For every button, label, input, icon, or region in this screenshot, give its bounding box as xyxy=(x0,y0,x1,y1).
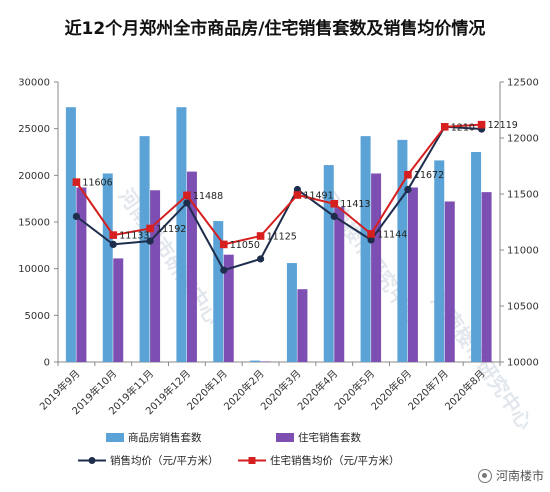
bar-residential xyxy=(334,207,345,362)
data-label: 11192 xyxy=(156,224,186,235)
data-label: 11491 xyxy=(303,191,333,202)
bar-residential xyxy=(76,187,87,362)
y-left-tick-label: 15000 xyxy=(18,218,50,229)
wechat-logo-icon xyxy=(477,468,492,483)
residential-avg-price-point xyxy=(256,232,265,240)
residential-avg-price-point xyxy=(440,123,449,131)
avg-price-point xyxy=(146,237,154,245)
data-label: 11144 xyxy=(377,229,407,240)
legend-residential-avg-price-swatch-marker xyxy=(248,457,256,464)
legend-residential-bar-swatch xyxy=(276,433,294,442)
residential-avg-price-point xyxy=(477,120,486,129)
data-label: 1210 xyxy=(451,122,475,133)
data-label: 11125 xyxy=(267,232,297,243)
avg-price-point xyxy=(330,212,338,220)
lines-layer xyxy=(72,120,486,274)
legend-residential-avg-price-label: 住宅销售均价（元/平方米） xyxy=(270,454,400,467)
residential-avg-price-point xyxy=(293,191,302,199)
data-label: 11050 xyxy=(230,240,260,251)
residential-avg-price-point xyxy=(183,191,191,200)
data-label: 11606 xyxy=(82,178,112,189)
bar-residential xyxy=(444,201,455,362)
avg-price-point xyxy=(109,240,117,248)
bar-commercial xyxy=(434,160,445,362)
bar-commercial xyxy=(323,165,334,362)
legend-commercial-bar-swatch xyxy=(106,433,124,442)
data-label: 11413 xyxy=(340,199,370,210)
y-right-tick-label: 10000 xyxy=(507,358,539,369)
residential-avg-price-point xyxy=(367,230,375,238)
residential-avg-price-point xyxy=(146,224,154,233)
bar-residential xyxy=(113,258,124,362)
residential-avg-price-point xyxy=(219,240,228,249)
bar-commercial xyxy=(213,221,224,362)
y-left-tick-label: 10000 xyxy=(18,264,50,275)
labels-layer: 11606 11133 11192 11488 11050 11125 11491 11413… xyxy=(82,120,517,251)
avg-price-point xyxy=(72,212,81,220)
bar-commercial xyxy=(397,139,408,362)
avg-price-point xyxy=(183,199,191,207)
bar-residential xyxy=(260,361,271,362)
y-right-tick-label: 12500 xyxy=(507,78,539,89)
y-left-tick-label: 0 xyxy=(44,358,50,369)
bar-residential xyxy=(150,190,161,362)
data-label: 11133 xyxy=(119,231,149,242)
bar-residential xyxy=(223,254,234,362)
bar-commercial xyxy=(286,263,297,362)
footer-logo: 河南楼市 xyxy=(477,467,544,484)
bar-residential xyxy=(407,187,418,362)
residential-avg-price-line xyxy=(75,123,482,246)
residential-avg-price-point xyxy=(109,231,118,239)
y-right-tick-label: 11500 xyxy=(507,190,539,201)
bar-residential xyxy=(371,173,382,362)
avg-price-line xyxy=(75,125,482,272)
data-label: 12119 xyxy=(488,120,518,131)
y-right-tick-label: 11000 xyxy=(507,246,539,257)
x-tick-label: 2020年8月 xyxy=(442,367,488,413)
bar-commercial xyxy=(250,360,261,362)
data-label: 11672 xyxy=(414,170,444,181)
avg-price-point xyxy=(256,255,265,263)
bar-commercial xyxy=(471,152,482,362)
bar-residential xyxy=(186,171,197,362)
legend-avg-price-swatch-marker xyxy=(88,457,96,464)
avg-price-point xyxy=(220,266,228,274)
y-left-tick-label: 25000 xyxy=(18,124,50,135)
avg-price-point xyxy=(367,236,375,244)
watermark-text: 河南楼市研究中心 xyxy=(114,184,225,329)
y-left-tick-label: 20000 xyxy=(18,171,50,182)
bar-residential xyxy=(481,192,492,362)
bar-residential xyxy=(297,289,308,362)
bar-commercial xyxy=(102,173,113,362)
bar-commercial xyxy=(139,136,150,362)
residential-avg-price-point xyxy=(330,199,339,208)
residential-avg-price-point xyxy=(72,178,81,186)
residential-avg-price-point xyxy=(404,170,412,179)
bar-commercial xyxy=(65,107,76,362)
bar-commercial xyxy=(360,136,371,362)
bar-commercial xyxy=(176,107,187,362)
legend-avg-price-label: 销售均价（元/平方米） xyxy=(110,454,219,467)
avg-price-point xyxy=(404,185,412,194)
legend-commercial-bar-label: 商品房销售套数 xyxy=(128,431,202,444)
y-left-tick-label: 5000 xyxy=(25,311,50,322)
data-label: 11488 xyxy=(193,191,223,202)
chart-title: 近12个月郑州全市商品房/住宅销售套数及销售均价情况 xyxy=(64,19,486,39)
y-right-tick-label: 10500 xyxy=(507,302,539,313)
y-right-tick-label: 12000 xyxy=(507,134,539,145)
footer-logo-text: 河南楼市 xyxy=(495,469,544,483)
y-left-tick-label: 30000 xyxy=(18,78,50,89)
bars-layer xyxy=(65,107,492,362)
legend-residential-bar-label: 住宅销售套数 xyxy=(298,431,361,444)
